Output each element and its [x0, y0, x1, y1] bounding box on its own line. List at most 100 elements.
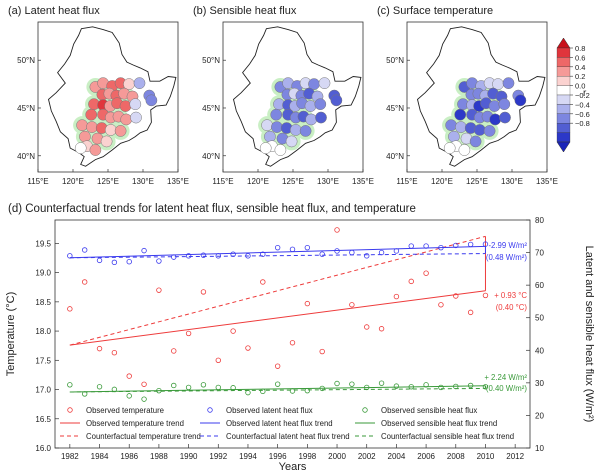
data-point — [364, 384, 370, 391]
colorbar-tick-label: 0.2 — [575, 72, 585, 81]
data-point — [364, 324, 370, 330]
x-tick-label: 1988 — [150, 452, 168, 461]
chart-title: (d) Counterfactual trends for latent hea… — [8, 203, 416, 215]
station-marker — [133, 77, 146, 89]
data-point — [438, 244, 444, 251]
y-tick-label-left: 18.0 — [35, 327, 51, 336]
station-marker — [289, 124, 302, 136]
data-point — [185, 384, 192, 391]
legend-item: Counterfactual temperature trend — [60, 432, 201, 441]
data-point — [156, 258, 162, 264]
data-point — [230, 385, 236, 391]
map-panel-title: (c) Surface temperature — [377, 5, 493, 17]
y-axis-label-right: Latent and sensible heat flux (W/m²) — [583, 246, 595, 423]
station-marker — [502, 77, 515, 89]
data-point — [438, 302, 444, 308]
station-marker — [74, 142, 87, 154]
trend-line — [69, 245, 486, 259]
x-tick-label: 2012 — [506, 452, 524, 461]
data-point — [482, 292, 489, 299]
lon-label: 120°E — [247, 177, 269, 186]
y-tick-label-left: 17.0 — [35, 386, 51, 395]
data-point — [171, 382, 177, 389]
station-marker — [488, 100, 501, 112]
legend-marker — [67, 407, 73, 413]
data-point — [349, 381, 355, 387]
station-marker — [514, 94, 527, 107]
colorbar-tick-label: −0.2 — [575, 91, 590, 100]
x-tick-label: 2002 — [358, 452, 376, 461]
data-point — [482, 384, 489, 390]
y-tick-label-right: 80 — [535, 216, 544, 225]
data-point — [378, 249, 385, 256]
map-panel-title: (a) Latent heat flux — [8, 5, 100, 17]
data-point — [200, 382, 207, 388]
data-point — [245, 345, 251, 351]
legend-label: Counterfactual sensible heat flux trend — [381, 432, 514, 441]
trend-line — [69, 385, 486, 393]
data-point — [274, 381, 281, 387]
station-marker — [458, 144, 471, 156]
lon-label: 125°E — [97, 177, 119, 186]
y-tick-label-right: 70 — [535, 249, 544, 258]
colorbar-bin — [556, 123, 571, 133]
data-point — [81, 279, 88, 285]
data-point — [378, 326, 385, 332]
data-point — [67, 253, 73, 259]
station-marker — [259, 142, 272, 154]
chart-plot-area: 1982 1984 1986 1988 1990 1992 1994 1996 1998 2000… — [35, 216, 544, 461]
data-point — [81, 247, 88, 253]
data-point — [111, 350, 118, 356]
legend-label: Counterfactual temperature trend — [86, 432, 201, 441]
station-marker — [130, 111, 142, 124]
data-point — [156, 387, 162, 394]
legend-item: Counterfactual sensible heat flux trend — [355, 432, 514, 441]
data-point — [245, 389, 251, 396]
colorbar-extend-top — [556, 37, 571, 49]
data-point — [304, 387, 311, 394]
y-tick-label-left: 19.0 — [35, 269, 51, 278]
colorbar-bin — [556, 47, 571, 58]
data-point — [141, 247, 147, 254]
data-point — [274, 244, 281, 251]
station-marker — [145, 94, 158, 107]
data-point — [185, 253, 192, 259]
x-tick-label: 1986 — [120, 452, 138, 461]
data-point — [423, 243, 429, 249]
data-point — [126, 373, 132, 379]
station-marker — [305, 113, 318, 126]
y-tick-label-left: 18.5 — [35, 298, 51, 307]
legend-item: Observed latent heat flux — [207, 406, 313, 415]
data-point — [334, 227, 340, 233]
data-point — [171, 254, 177, 260]
colorbar-tick-label: 0.0 — [575, 82, 585, 91]
station-marker — [445, 119, 457, 132]
x-tick-label: 1984 — [91, 452, 109, 461]
station-marker — [89, 144, 102, 156]
data-point — [289, 246, 296, 253]
legend-label: Counterfactual latent heat flux trend — [226, 432, 350, 441]
colorbar-extend-bottom — [556, 141, 571, 153]
map-panel-sensible: (b) Sensible heat flux 50°N 45°N 40°N 115°E… — [193, 5, 374, 186]
data-point — [200, 289, 207, 295]
lat-label: 45°N — [202, 104, 220, 113]
lon-label: 120°E — [62, 177, 84, 186]
station-marker — [119, 100, 132, 112]
trend-line — [69, 235, 486, 346]
station-marker — [271, 121, 283, 133]
trend-annotation: (0.40 W/m²) — [486, 384, 528, 393]
data-point — [260, 388, 266, 395]
lon-label: 115°E — [27, 177, 48, 186]
data-point — [319, 348, 325, 355]
y-tick-label-right: 50 — [535, 314, 544, 323]
x-tick-label: 2010 — [477, 452, 495, 461]
legend-marker — [207, 407, 213, 413]
data-point — [304, 244, 311, 251]
colorbar: r 0.80.60.40.20.0−0.2−0.4−0.6−0.8 — [556, 37, 590, 153]
data-point — [67, 382, 73, 388]
trend-line — [69, 387, 486, 393]
data-point — [96, 384, 103, 390]
data-point — [141, 396, 147, 402]
station-marker — [79, 130, 91, 143]
